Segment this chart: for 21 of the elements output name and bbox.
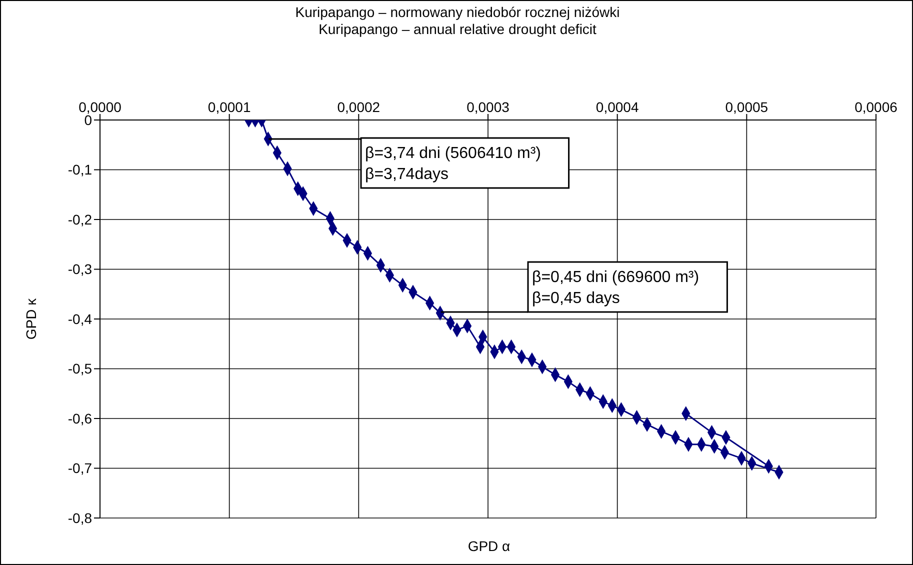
x-tick-label: 0,0000 xyxy=(78,99,122,115)
x-tick-label: 0,0005 xyxy=(725,99,768,115)
x-tick-label: 0,0002 xyxy=(337,99,380,115)
y-tick-label: -0,6 xyxy=(68,410,92,426)
x-axis-title: GPD α xyxy=(466,538,512,554)
y-tick-label: -0,3 xyxy=(68,261,92,278)
y-tick-label: -0,5 xyxy=(68,360,92,377)
y-tick-label: -0,7 xyxy=(68,460,92,476)
x-tick-label: 0,0004 xyxy=(596,99,639,115)
x-tick-label: 0,0001 xyxy=(208,99,251,115)
y-tick-label: -0,1 xyxy=(68,162,92,178)
chart-title: Kuripapango – normowany niedobór rocznej niżówki xyxy=(294,4,621,21)
y-axis-title: GPD κ xyxy=(23,297,39,342)
x-tick-label: 0,0003 xyxy=(466,99,510,115)
annotation: β=0,45 dni (669600 m³) β=0,45 days xyxy=(532,269,700,307)
y-tick-label: -0,2 xyxy=(68,211,92,228)
y-tick-label: -0,4 xyxy=(68,310,92,327)
chart-subtitle: Kuripapango – annual relative drought deficit xyxy=(318,21,598,38)
x-tick-label: 0,0006 xyxy=(854,99,898,115)
y-tick-label: -0,8 xyxy=(68,510,92,526)
annotation: β=3,74 dni (5606410 m³) β=3,74days xyxy=(365,145,541,183)
